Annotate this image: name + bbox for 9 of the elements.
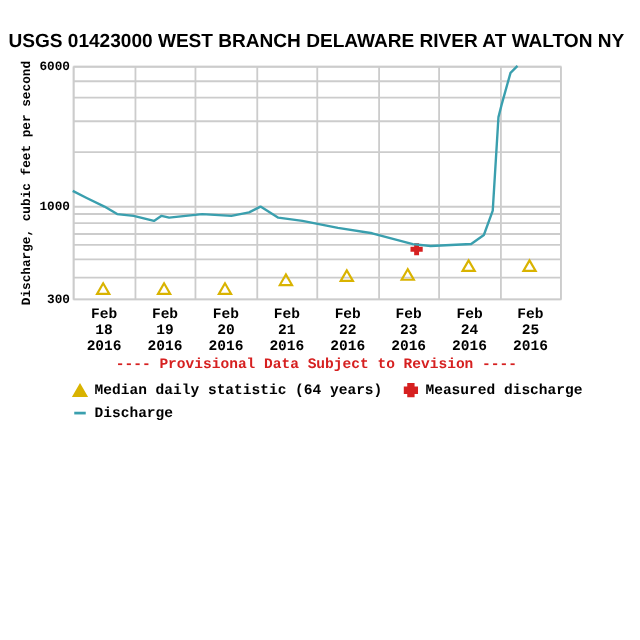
point: [339, 269, 355, 282]
point: [522, 259, 537, 273]
point: [461, 259, 476, 273]
point: [95, 282, 111, 295]
point: [217, 282, 233, 295]
point: [400, 268, 415, 281]
point: [278, 273, 294, 287]
point: [156, 282, 172, 295]
chart-title: USGS 01423000 WEST BRANCH DELAWARE RIVER AT WALTON NY: [8, 30, 626, 53]
